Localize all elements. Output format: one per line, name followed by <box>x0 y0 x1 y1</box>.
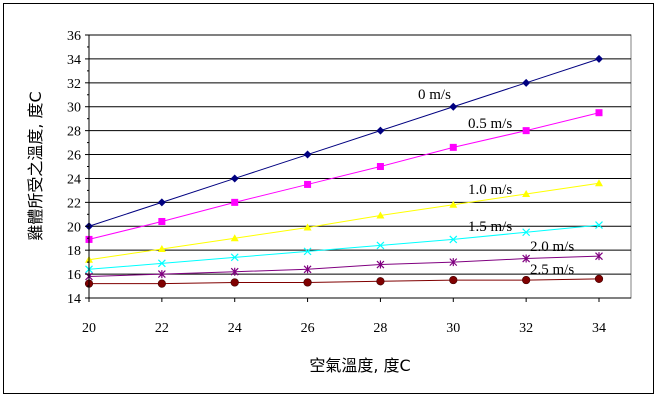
y-tick-label: 14 <box>67 292 81 307</box>
series-annotations: 0 m/s 0.5 m/s 1.0 m/s 1.5 m/s 2.0 m/s 2.5 m/s <box>418 87 574 278</box>
x-tick-label: 22 <box>155 321 169 336</box>
y-tick-label: 18 <box>67 244 81 259</box>
series-group <box>84 54 604 288</box>
data-point <box>522 275 531 285</box>
series-0-m-s <box>85 54 603 231</box>
data-point <box>231 198 239 206</box>
data-point <box>449 275 458 285</box>
series-label-1-0-m-s: 1.0 m/s <box>468 182 512 198</box>
y-tick-label: 32 <box>67 77 81 92</box>
data-point <box>595 252 603 261</box>
series-line <box>88 224 600 270</box>
data-point <box>230 267 239 276</box>
series-label-2-0-m-s: 2.0 m/s <box>530 239 574 255</box>
y-tick-label: 34 <box>67 53 81 68</box>
data-point <box>449 235 458 244</box>
series-label-1-5-m-s: 1.5 m/s <box>468 219 512 235</box>
data-point <box>449 258 458 267</box>
data-point <box>594 274 604 283</box>
data-point <box>376 211 385 219</box>
x-tick-label: 30 <box>446 321 460 336</box>
data-point <box>157 270 166 279</box>
series-line <box>88 255 600 277</box>
data-point <box>376 277 385 286</box>
series-line <box>89 278 600 285</box>
data-point <box>157 244 166 252</box>
data-point <box>522 254 531 263</box>
series-label-2-5-m-s: 2.5 m/s <box>530 262 574 278</box>
data-point <box>230 234 239 242</box>
x-tick-label: 20 <box>82 321 96 336</box>
gridlines <box>89 34 631 275</box>
data-point <box>595 221 603 230</box>
series-line <box>88 182 600 261</box>
x-tick-label: 32 <box>519 321 533 336</box>
series-label-0-m-s: 0 m/s <box>418 87 451 103</box>
y-tick-label: 16 <box>67 268 81 283</box>
y-tick-label: 26 <box>67 149 81 164</box>
data-point <box>303 150 312 159</box>
data-point <box>376 126 385 135</box>
data-point <box>449 143 457 151</box>
data-point <box>376 163 384 170</box>
data-point <box>595 109 603 117</box>
series-label-0-5-m-s: 0.5 m/s <box>468 116 512 132</box>
y-axis-title: 雞體所受之溫度, 度C <box>26 91 45 240</box>
data-point <box>522 189 531 197</box>
series-1-0-m-s <box>85 179 603 263</box>
data-point <box>522 228 531 237</box>
series-2-0-m-s <box>85 252 603 281</box>
data-point <box>230 174 239 183</box>
x-axis-ticks: 20 22 24 26 28 30 32 34 <box>82 298 606 336</box>
data-point <box>303 265 312 274</box>
series-2-5-m-s <box>84 274 604 288</box>
y-tick-label: 30 <box>67 101 81 116</box>
data-point <box>157 198 166 207</box>
data-point <box>376 241 385 250</box>
data-point <box>230 253 239 262</box>
data-point <box>304 180 312 188</box>
series-line <box>88 112 600 240</box>
x-tick-label: 26 <box>301 321 315 336</box>
y-tick-label: 20 <box>67 220 81 235</box>
data-point <box>449 102 458 111</box>
data-point <box>303 223 312 231</box>
data-point <box>522 127 530 135</box>
data-point <box>376 260 385 269</box>
data-point <box>595 179 603 187</box>
y-tick-label: 28 <box>67 125 81 140</box>
data-point <box>522 78 531 87</box>
series-line <box>88 58 600 227</box>
data-point <box>595 54 603 63</box>
plot-area <box>88 34 632 299</box>
y-axis-ticks: 14 16 18 20 22 24 26 28 30 32 34 36 <box>67 29 89 307</box>
x-tick-label: 34 <box>592 321 606 336</box>
data-point <box>230 278 239 287</box>
data-point <box>157 279 166 288</box>
y-tick-label: 22 <box>67 196 81 211</box>
x-tick-label: 28 <box>373 321 387 336</box>
y-tick-label: 24 <box>67 172 81 187</box>
data-point <box>157 259 166 268</box>
data-point <box>303 247 312 256</box>
data-point <box>449 200 458 208</box>
y-tick-label: 36 <box>67 29 81 44</box>
data-point <box>158 217 166 225</box>
x-axis-title: 空氣溫度, 度C <box>309 356 410 375</box>
data-point <box>303 278 312 287</box>
x-tick-label: 24 <box>228 321 242 336</box>
